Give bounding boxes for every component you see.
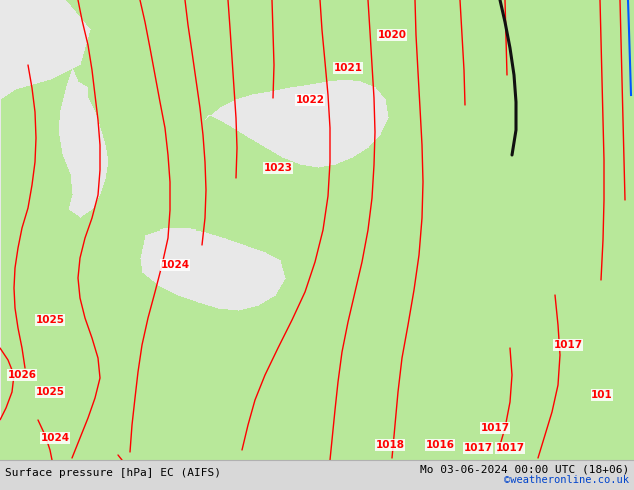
Text: 1018: 1018 — [375, 440, 404, 450]
Text: 1025: 1025 — [36, 315, 65, 325]
Text: Mo 03-06-2024 00:00 UTC (18+06): Mo 03-06-2024 00:00 UTC (18+06) — [420, 464, 629, 474]
Text: 1024: 1024 — [41, 433, 70, 443]
Text: ©weatheronline.co.uk: ©weatheronline.co.uk — [504, 475, 629, 485]
Text: 1017: 1017 — [495, 443, 524, 453]
Text: 1017: 1017 — [463, 443, 493, 453]
Text: 1017: 1017 — [481, 423, 510, 433]
Text: 1017: 1017 — [553, 340, 583, 350]
Text: 1021: 1021 — [333, 63, 363, 73]
Text: 1026: 1026 — [8, 370, 37, 380]
Text: 1023: 1023 — [264, 163, 292, 173]
Text: 1022: 1022 — [295, 95, 325, 105]
Text: 1016: 1016 — [425, 440, 455, 450]
Bar — [0, 460, 634, 490]
Text: 101: 101 — [591, 390, 613, 400]
Text: 1025: 1025 — [36, 387, 65, 397]
Text: 1020: 1020 — [377, 30, 406, 40]
Text: Surface pressure [hPa] EC (AIFS): Surface pressure [hPa] EC (AIFS) — [5, 468, 221, 478]
Text: 1024: 1024 — [160, 260, 190, 270]
